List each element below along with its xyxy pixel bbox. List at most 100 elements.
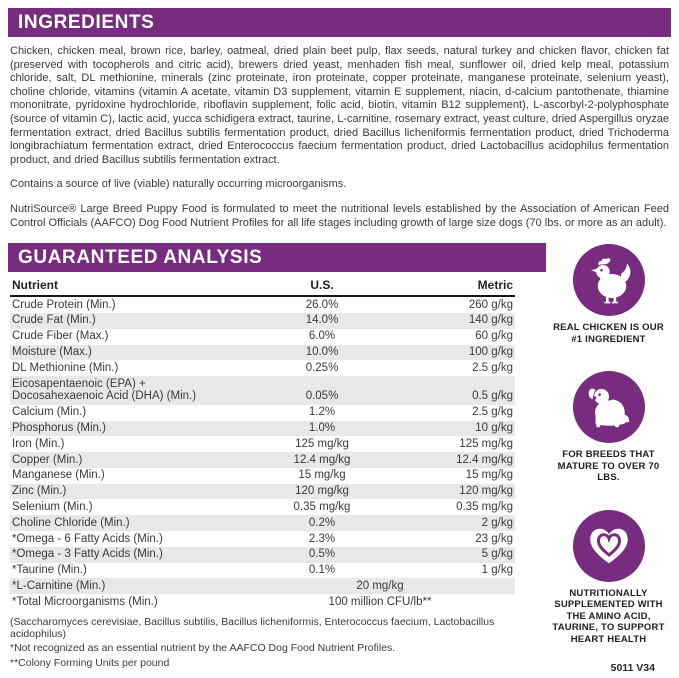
metric-value-cell: 100 g/kg <box>468 346 513 359</box>
badge-dog: FOR BREEDS THAT MATURE TO OVER 70 LBS. <box>549 371 669 484</box>
nutrient-cell: Phosphorus (Min.) <box>12 422 106 434</box>
column-header-us: U.S. <box>245 276 399 298</box>
nutrient-cell: *Taurine (Min.) <box>12 564 87 577</box>
us-value-cell: 1.2% <box>308 406 336 419</box>
table-row: Phosphorus (Min.) 1.0% 10 g/kg <box>10 420 515 437</box>
us-value-cell: 1.0% <box>308 422 336 434</box>
nutrient-cell: *L-Carnitine (Min.) <box>12 579 106 592</box>
sidebar: REAL CHICKEN IS OUR #1 INGREDIENT FOR BRE… <box>546 243 671 671</box>
us-value-cell: 26.0% <box>305 298 339 311</box>
heart-icon <box>589 528 628 563</box>
metric-value-cell: 15 mg/kg <box>465 469 513 482</box>
guaranteed-analysis-table: Nutrient U.S. Metric Crude Protein (Min.… <box>10 276 515 610</box>
guaranteed-analysis-section: GUARANTEED ANALYSIS Nutrient U.S. Metric… <box>8 243 671 671</box>
us-value-cell: 2.3% <box>308 532 336 545</box>
table-header-row: Nutrient U.S. Metric <box>10 276 515 298</box>
analysis-column: GUARANTEED ANALYSIS Nutrient U.S. Metric… <box>8 243 546 671</box>
us-value-cell: 0.35 mg/kg <box>293 500 351 513</box>
table-row: *Total Microorganisms (Min.) 100 million … <box>10 594 515 610</box>
table-row: Iron (Min.) 125 mg/kg 125 mg/kg <box>10 436 515 452</box>
table-row: Crude Fat (Min.) 14.0% 140 g/kg <box>10 312 515 329</box>
us-value-cell: 10.0% <box>305 346 339 359</box>
us-value-cell: 0.5% <box>308 548 336 561</box>
us-value-cell: 0.05% <box>305 390 339 403</box>
us-value-cell: 15 mg/kg <box>298 469 346 482</box>
badge-caption: REAL CHICKEN IS OUR #1 INGREDIENT <box>553 322 664 345</box>
column-header-metric: Metric <box>399 276 515 298</box>
metric-value-cell: 2.5 g/kg <box>472 406 513 419</box>
badge-caption: NUTRITIONALLY SUPPLEMENTED WITH THE AMIN… <box>552 587 665 645</box>
nutrient-cell: Calcium (Min.) <box>12 406 87 419</box>
analysis-header: GUARANTEED ANALYSIS <box>8 243 546 273</box>
table-row: Moisture (Max.) 10.0% 100 g/kg <box>10 344 515 361</box>
metric-value-cell: 60 g/kg <box>475 330 513 343</box>
combined-value-cell: 20 mg/kg <box>356 579 404 592</box>
nutrient-cell: Zinc (Min.) <box>12 485 67 498</box>
footnotes: (Saccharomyces cerevisiae, Bacillus subt… <box>10 616 532 669</box>
nutrient-cell: Crude Protein (Min.) <box>12 298 116 311</box>
metric-value-cell: 23 g/kg <box>475 532 513 545</box>
table-row: Crude Fiber (Max.) 6.0% 60 g/kg <box>10 329 515 345</box>
us-value-cell: 12.4 mg/kg <box>293 453 351 466</box>
metric-value-cell: 140 g/kg <box>468 314 513 327</box>
badge-circle <box>572 371 645 444</box>
column-header-nutrient: Nutrient <box>10 276 245 298</box>
table-row: *L-Carnitine (Min.) 20 mg/kg <box>10 578 515 595</box>
metric-value-cell: 0.5 g/kg <box>472 390 513 403</box>
metric-value-cell: 125 mg/kg <box>459 437 513 450</box>
table-row: *Omega - 6 Fatty Acids (Min.) 2.3% 23 g/kg <box>10 531 515 547</box>
nutrient-cell: Eicosapentaenoic (EPA) + Docosahexaenoic… <box>12 377 197 403</box>
us-value-cell: 0.2% <box>308 516 336 529</box>
metric-value-cell: 2 g/kg <box>481 516 513 529</box>
table-row: Manganese (Min.) 15 mg/kg 15 mg/kg <box>10 468 515 484</box>
nutrient-cell: DL Methionine (Min.) <box>12 361 119 374</box>
us-value-cell: 0.25% <box>305 361 339 374</box>
microorganisms-note: Contains a source of live (viable) natur… <box>10 178 347 191</box>
metric-value-cell: 260 g/kg <box>468 298 513 311</box>
us-value-cell: 14.0% <box>305 314 339 327</box>
table-row: Calcium (Min.) 1.2% 2.5 g/kg <box>10 405 515 421</box>
nutrient-cell: Iron (Min.) <box>12 437 65 450</box>
us-value-cell: 0.1% <box>308 564 336 577</box>
nutrient-cell: Selenium (Min.) <box>12 500 93 513</box>
metric-value-cell: 5 g/kg <box>481 548 513 561</box>
nutrient-cell: Copper (Min.) <box>12 453 83 466</box>
nutrient-cell: *Total Microorganisms (Min.) <box>12 595 158 608</box>
nutrient-cell: Choline Chloride (Min.) <box>12 516 130 529</box>
footnote: *Not recognized as an essential nutrient… <box>10 642 396 655</box>
table-row: *Taurine (Min.) 0.1% 1 g/kg <box>10 563 515 579</box>
metric-value-cell: 120 mg/kg <box>459 485 513 498</box>
footnote: **Colony Forming Units per pound <box>10 656 170 669</box>
us-value-cell: 6.0% <box>308 330 336 343</box>
nutrient-cell: Crude Fiber (Max.) <box>12 330 109 343</box>
table-row: Zinc (Min.) 120 mg/kg 120 mg/kg <box>10 483 515 500</box>
chicken-icon <box>590 258 630 304</box>
product-code: 5011 V34 <box>610 662 655 674</box>
us-value-cell: 125 mg/kg <box>295 437 349 450</box>
nutrient-cell: *Omega - 3 Fatty Acids (Min.) <box>12 548 163 561</box>
nutrient-cell: *Omega - 6 Fatty Acids (Min.) <box>12 532 163 545</box>
table-row: Eicosapentaenoic (EPA) + Docosahexaenoic… <box>10 376 515 405</box>
metric-value-cell: 1 g/kg <box>481 564 513 577</box>
nutrient-cell: Moisture (Max.) <box>12 346 92 359</box>
ingredients-header: INGREDIENTS <box>8 8 671 37</box>
us-value-cell: 120 mg/kg <box>295 485 349 498</box>
metric-value-cell: 10 g/kg <box>475 422 513 434</box>
table-row: Copper (Min.) 12.4 mg/kg 12.4 mg/kg <box>10 452 515 468</box>
badge-heart: NUTRITIONALLY SUPPLEMENTED WITH THE AMIN… <box>549 509 669 646</box>
footnote: (Saccharomyces cerevisiae, Bacillus subt… <box>10 616 495 641</box>
combined-value-cell: 100 million CFU/lb** <box>328 595 432 608</box>
metric-value-cell: 12.4 mg/kg <box>456 453 513 466</box>
dog-icon <box>588 388 629 428</box>
metric-value-cell: 0.35 mg/kg <box>456 500 513 513</box>
table-row: Selenium (Min.) 0.35 mg/kg 0.35 mg/kg <box>10 499 515 515</box>
table-row: Crude Protein (Min.) 26.0% 260 g/kg <box>10 296 515 313</box>
table-row: DL Methionine (Min.) 0.25% 2.5 g/kg <box>10 360 515 376</box>
nutrient-cell: Crude Fat (Min.) <box>12 314 96 327</box>
ingredients-title: INGREDIENTS <box>18 12 155 33</box>
badge-circle <box>572 509 645 582</box>
badge-chicken: REAL CHICKEN IS OUR #1 INGREDIENT <box>549 244 669 345</box>
table-row: *Omega - 3 Fatty Acids (Min.) 0.5% 5 g/kg <box>10 546 515 563</box>
metric-value-cell: 2.5 g/kg <box>472 361 513 374</box>
